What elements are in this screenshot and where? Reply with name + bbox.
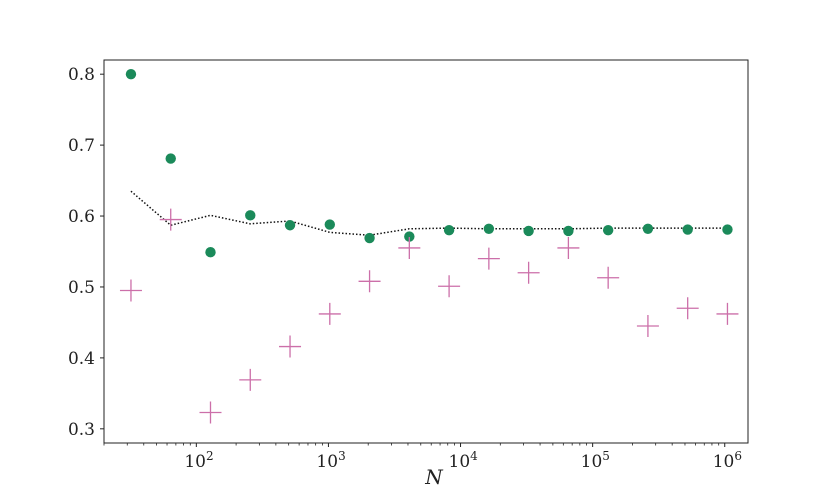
plus-point — [597, 266, 620, 289]
y-tick-label: 0.7 — [68, 136, 95, 156]
y-tick-label: 0.5 — [68, 278, 95, 298]
plus-point — [636, 314, 659, 337]
circle-point — [602, 225, 614, 236]
circle-point — [245, 210, 256, 221]
plus-point — [279, 335, 302, 358]
circle-point — [165, 153, 176, 164]
x-tick-exponent: 4 — [470, 449, 478, 463]
circle-point — [364, 232, 375, 244]
x-tick-base: 10 — [449, 452, 471, 472]
circle-point — [125, 68, 137, 80]
x-tick-label: 103 — [316, 449, 345, 472]
x-axis-title: N — [424, 465, 444, 489]
y-tick-label: 0.8 — [68, 65, 95, 85]
y-tick-label: 0.4 — [68, 349, 95, 369]
plus-point — [239, 368, 262, 391]
circle-point — [642, 223, 654, 235]
plus-point — [676, 297, 699, 320]
x-tick-exponent: 6 — [734, 449, 742, 463]
x-tick-label: 102 — [184, 449, 213, 472]
plus-point — [358, 270, 381, 293]
circle-point — [682, 224, 693, 235]
circle-point — [205, 247, 216, 258]
x-tick-label: 106 — [713, 449, 742, 472]
plus-point — [119, 279, 142, 302]
x-tick-label: 104 — [449, 449, 479, 472]
dotted-series-line — [130, 190, 728, 236]
x-tick-base: 10 — [581, 452, 603, 472]
x-tick-exponent: 2 — [206, 449, 214, 463]
y-tick-label: 0.6 — [68, 207, 95, 227]
plus-point — [477, 247, 500, 270]
x-tick-label: 105 — [581, 449, 610, 472]
plus-point — [159, 208, 182, 231]
marks-layer — [119, 68, 739, 424]
x-tick-base: 10 — [713, 452, 735, 472]
plus-point — [716, 302, 739, 325]
circle-point — [404, 231, 415, 242]
plus-point — [438, 275, 461, 298]
y-tick-label: 0.3 — [68, 420, 95, 440]
x-tick-exponent: 3 — [338, 449, 346, 463]
plus-point — [557, 236, 580, 259]
x-tick-base: 10 — [316, 452, 338, 472]
x-tick-base: 10 — [184, 452, 206, 472]
circle-point — [284, 220, 296, 231]
circle-point — [722, 224, 733, 235]
plus-point — [199, 401, 222, 424]
plus-point — [517, 261, 540, 284]
x-tick-exponent: 5 — [602, 449, 610, 463]
circle-point — [443, 225, 455, 236]
circle-point — [483, 223, 495, 235]
circle-point — [523, 225, 534, 237]
circle-point — [563, 225, 574, 237]
plus-point — [318, 302, 341, 325]
plus-point — [398, 236, 421, 259]
plot-frame — [103, 59, 749, 444]
circle-point — [324, 219, 335, 230]
